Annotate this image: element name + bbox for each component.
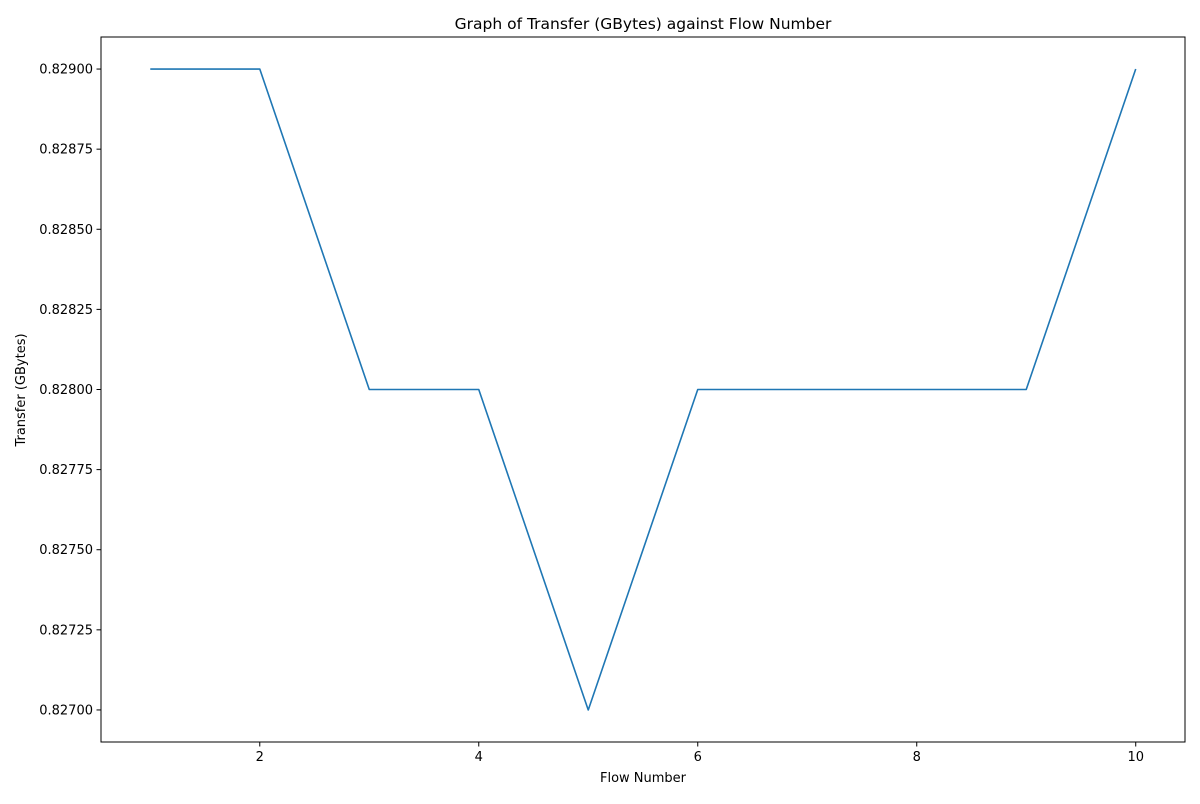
y-tick-label: 0.82750: [39, 543, 93, 558]
x-tick-label: 6: [694, 750, 702, 765]
chart-title: Graph of Transfer (GBytes) against Flow …: [455, 15, 832, 33]
y-axis: 0.82700 0.82725 0.82750 0.82775 0.82800 0.828…: [39, 63, 101, 718]
x-axis-label: Flow Number: [600, 771, 687, 786]
y-tick-label: 0.82700: [39, 703, 93, 718]
y-axis-label: Transfer (GBytes): [14, 333, 29, 447]
y-tick-label: 0.82825: [39, 303, 93, 318]
y-tick-label: 0.82850: [39, 223, 93, 238]
y-tick-label: 0.82900: [39, 63, 93, 78]
y-tick-label: 0.82800: [39, 383, 93, 398]
x-tick-label: 8: [913, 750, 921, 765]
x-tick-label: 2: [256, 750, 264, 765]
y-tick-label: 0.82775: [39, 463, 93, 478]
y-tick-label: 0.82725: [39, 623, 93, 638]
y-tick-label: 0.82875: [39, 143, 93, 158]
series-line-0: [150, 68, 1137, 711]
x-tick-label: 10: [1127, 750, 1144, 765]
x-axis: 2 4 6 8 10: [256, 742, 1144, 765]
plot-area: [100, 36, 1186, 743]
x-tick-label: 4: [475, 750, 483, 765]
